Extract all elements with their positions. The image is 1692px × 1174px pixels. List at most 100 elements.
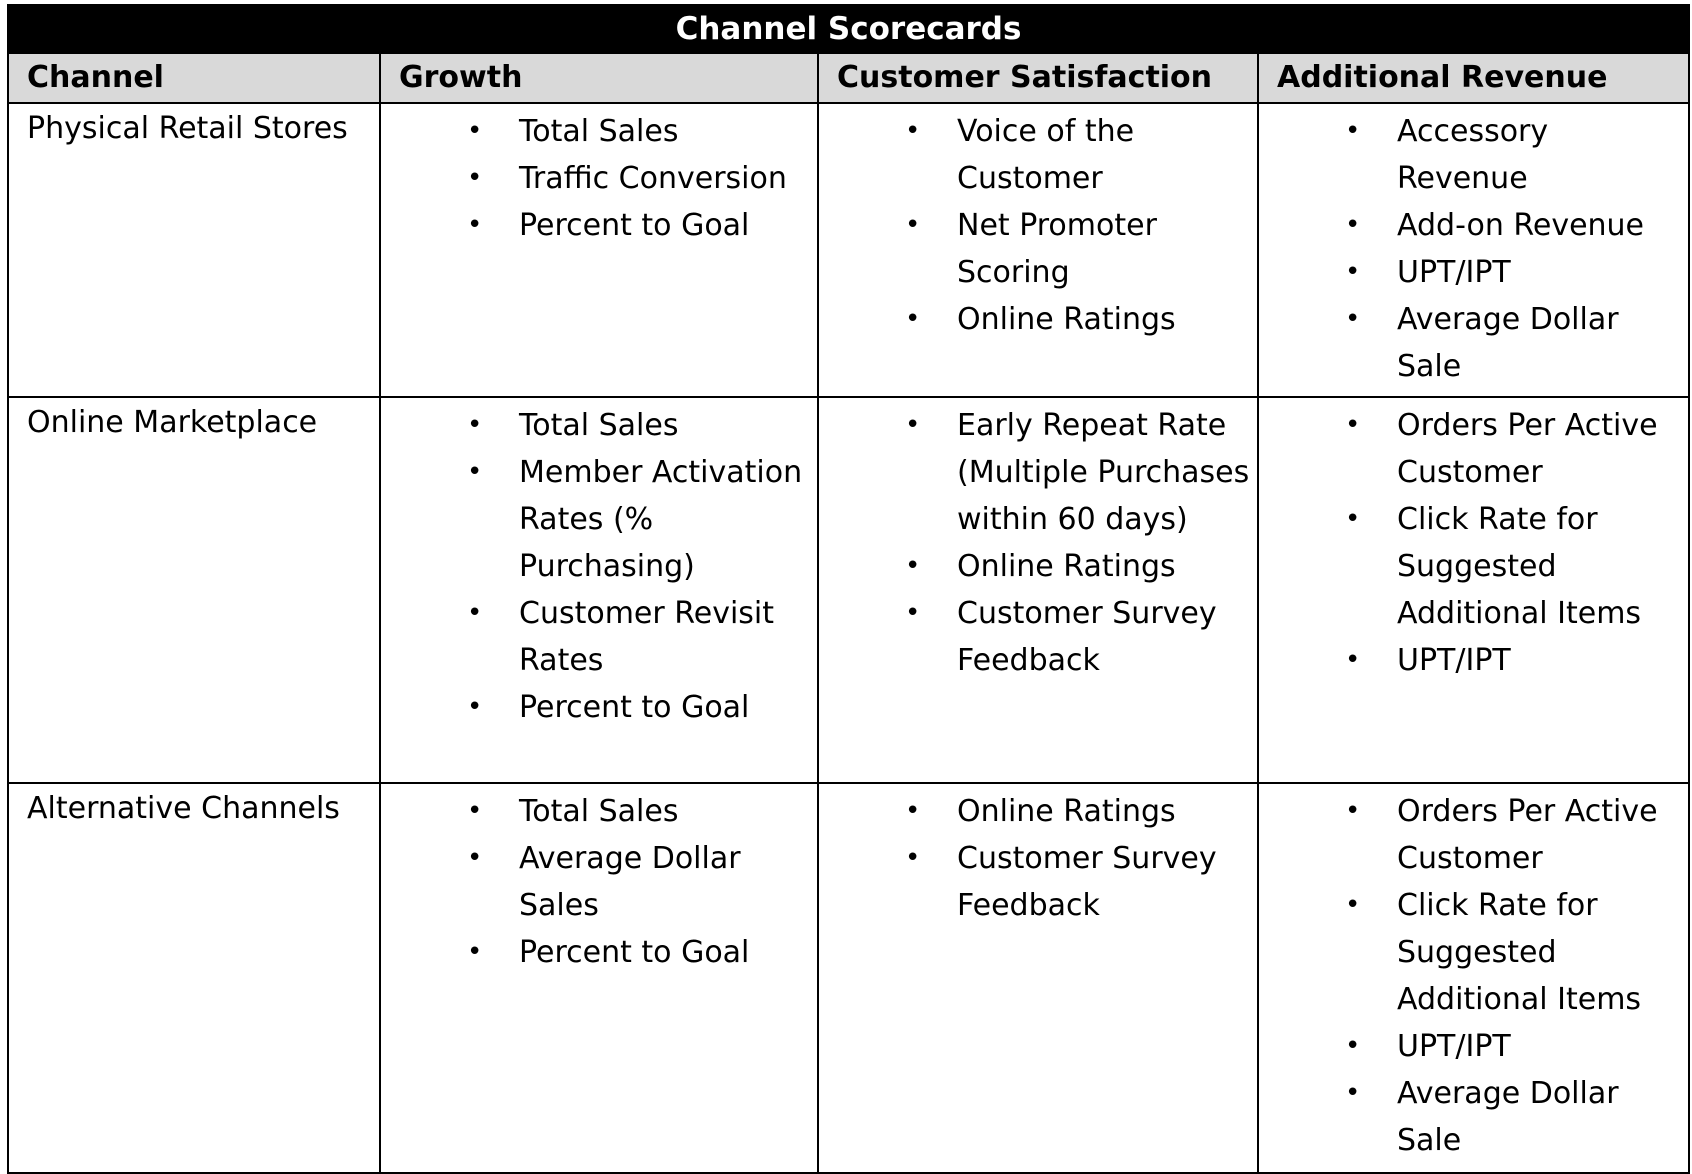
metric-label: Member Activation Rates (% Purchasing) bbox=[519, 455, 803, 584]
channel-name: Alternative Channels bbox=[27, 791, 340, 826]
metric-label: Average Dollar Sale bbox=[1397, 302, 1619, 384]
list-item: • Total Sales bbox=[381, 108, 817, 155]
list-item: • Average Dollar Sales bbox=[381, 835, 817, 929]
list-item: • Traffic Conversion bbox=[381, 155, 817, 202]
metric-label: UPT/IPT bbox=[1397, 643, 1511, 678]
metric-label: Percent to Goal bbox=[519, 690, 750, 725]
bullet-icon: • bbox=[467, 457, 483, 487]
list-item: • Customer Revisit Rates bbox=[381, 590, 817, 684]
growth-cell: • Total Sales • Traffic Conversion • Percent … bbox=[379, 102, 819, 398]
list-item: • Customer Survey Feedback bbox=[819, 835, 1257, 929]
bullet-icon: • bbox=[905, 210, 921, 240]
bullet-icon: • bbox=[1345, 890, 1361, 920]
metric-label: Accessory Revenue bbox=[1397, 114, 1549, 196]
revenue-list: • Orders Per Active Customer • Click Rate f… bbox=[1259, 398, 1688, 684]
list-item: • Accessory Revenue bbox=[1259, 108, 1688, 202]
bullet-icon: • bbox=[905, 304, 921, 334]
bullet-icon: • bbox=[1345, 210, 1361, 240]
growth-list: • Total Sales • Traffic Conversion • Percent … bbox=[381, 104, 817, 249]
bullet-icon: • bbox=[1345, 257, 1361, 287]
channel-cell: Alternative Channels bbox=[7, 782, 381, 1174]
list-item: • Member Activation Rates (% Purchasing) bbox=[381, 449, 817, 590]
bullet-icon: • bbox=[1345, 645, 1361, 675]
revenue-list: • Orders Per Active Customer • Click Rate f… bbox=[1259, 784, 1688, 1164]
table-row-physical-retail-stores: Physical Retail Stores • Total Sales • Traf… bbox=[7, 102, 1691, 398]
bullet-icon: • bbox=[1345, 796, 1361, 826]
list-item: • Net Promoter Scoring bbox=[819, 202, 1257, 296]
metric-label: Click Rate for Suggested Additional Item… bbox=[1397, 888, 1642, 1017]
bullet-icon: • bbox=[467, 116, 483, 146]
satisfaction-cell: • Early Repeat Rate (Multiple Purchases w… bbox=[817, 396, 1259, 784]
satisfaction-cell: • Voice of the Customer • Net Promoter Scor… bbox=[817, 102, 1259, 398]
bullet-icon: • bbox=[905, 598, 921, 628]
metric-label: Click Rate for Suggested Additional Item… bbox=[1397, 502, 1642, 631]
list-item: • Orders Per Active Customer bbox=[1259, 788, 1688, 882]
list-item: • Total Sales bbox=[381, 402, 817, 449]
list-item: • Percent to Goal bbox=[381, 929, 817, 976]
bullet-icon: • bbox=[467, 692, 483, 722]
list-item: • Orders Per Active Customer bbox=[1259, 402, 1688, 496]
list-item: • Average Dollar Sale bbox=[1259, 1070, 1688, 1164]
list-item: • Online Ratings bbox=[819, 788, 1257, 835]
metric-label: Total Sales bbox=[519, 114, 679, 149]
channel-cell: Online Marketplace bbox=[7, 396, 381, 784]
table-title: Channel Scorecards bbox=[6, 4, 1691, 54]
list-item: • Percent to Goal bbox=[381, 202, 817, 249]
list-item: • Online Ratings bbox=[819, 296, 1257, 343]
growth-cell: • Total Sales • Average Dollar Sales • Percen… bbox=[379, 782, 819, 1174]
list-item: • UPT/IPT bbox=[1259, 637, 1688, 684]
metric-label: UPT/IPT bbox=[1397, 255, 1511, 290]
bullet-icon: • bbox=[467, 937, 483, 967]
satisfaction-cell: • Online Ratings • Customer Survey Feedback bbox=[817, 782, 1259, 1174]
growth-list: • Total Sales • Average Dollar Sales • Percen… bbox=[381, 784, 817, 976]
table-row-alternative-channels: Alternative Channels • Total Sales • Averag… bbox=[7, 782, 1691, 1174]
metric-label: Online Ratings bbox=[957, 302, 1176, 337]
metric-label: Customer Revisit Rates bbox=[519, 596, 775, 678]
list-item: • Add-on Revenue bbox=[1259, 202, 1688, 249]
list-item: • Click Rate for Suggested Additional Ite… bbox=[1259, 882, 1688, 1023]
bullet-icon: • bbox=[467, 598, 483, 628]
metric-label: Early Repeat Rate (Multiple Purchases wi… bbox=[957, 408, 1250, 537]
metric-label: Orders Per Active Customer bbox=[1397, 408, 1658, 490]
channel-name: Physical Retail Stores bbox=[27, 111, 348, 146]
metric-label: Customer Survey Feedback bbox=[957, 596, 1217, 678]
bullet-icon: • bbox=[905, 796, 921, 826]
list-item: • Percent to Goal bbox=[381, 684, 817, 731]
list-item: • Average Dollar Sale bbox=[1259, 296, 1688, 390]
bullet-icon: • bbox=[467, 210, 483, 240]
list-item: • UPT/IPT bbox=[1259, 249, 1688, 296]
title-row: Channel Scorecards bbox=[6, 4, 1691, 54]
channel-cell: Physical Retail Stores bbox=[7, 102, 381, 398]
metric-label: Average Dollar Sales bbox=[519, 841, 741, 923]
list-item: • UPT/IPT bbox=[1259, 1023, 1688, 1070]
bullet-icon: • bbox=[1345, 1078, 1361, 1108]
metric-label: Orders Per Active Customer bbox=[1397, 794, 1658, 876]
metric-label: Average Dollar Sale bbox=[1397, 1076, 1619, 1158]
satisfaction-list: • Online Ratings • Customer Survey Feedback bbox=[819, 784, 1257, 929]
metric-label: Add-on Revenue bbox=[1397, 208, 1645, 243]
satisfaction-list: • Voice of the Customer • Net Promoter Scor… bbox=[819, 104, 1257, 343]
metric-label: Net Promoter Scoring bbox=[957, 208, 1157, 290]
revenue-list: • Accessory Revenue • Add-on Revenue • UPT/IP… bbox=[1259, 104, 1688, 390]
bullet-icon: • bbox=[1345, 116, 1361, 146]
bullet-icon: • bbox=[467, 796, 483, 826]
metric-label: Voice of the Customer bbox=[957, 114, 1135, 196]
metric-label: Percent to Goal bbox=[519, 935, 750, 970]
bullet-icon: • bbox=[1345, 504, 1361, 534]
header-customer-satisfaction: Customer Satisfaction bbox=[817, 52, 1259, 104]
bullet-icon: • bbox=[905, 410, 921, 440]
table-body: Physical Retail Stores • Total Sales • Traf… bbox=[7, 102, 1691, 1174]
header-channel: Channel bbox=[7, 52, 381, 104]
growth-cell: • Total Sales • Member Activation Rates (% … bbox=[379, 396, 819, 784]
bullet-icon: • bbox=[467, 163, 483, 193]
table-row-online-marketplace: Online Marketplace • Total Sales • Member A… bbox=[7, 396, 1691, 784]
channel-scorecards-document: Channel Scorecards Channel Growth Custom… bbox=[6, 4, 1691, 1174]
metric-label: UPT/IPT bbox=[1397, 1029, 1511, 1064]
list-item: • Voice of the Customer bbox=[819, 108, 1257, 202]
list-item: • Total Sales bbox=[381, 788, 817, 835]
metric-label: Traffic Conversion bbox=[519, 161, 787, 196]
bullet-icon: • bbox=[905, 843, 921, 873]
metric-label: Percent to Goal bbox=[519, 208, 750, 243]
bullet-icon: • bbox=[467, 843, 483, 873]
growth-list: • Total Sales • Member Activation Rates (% … bbox=[381, 398, 817, 731]
